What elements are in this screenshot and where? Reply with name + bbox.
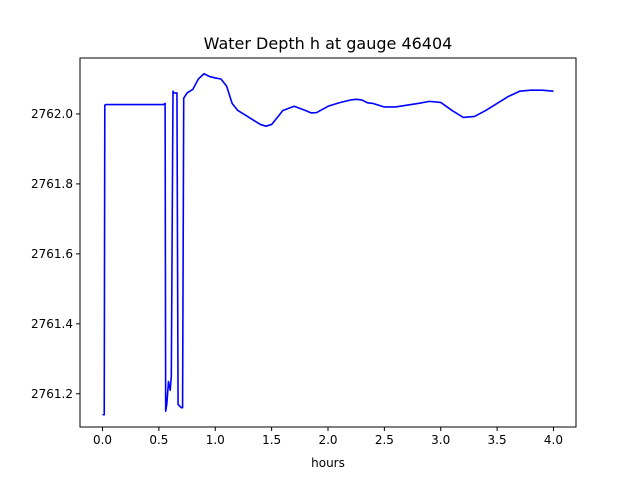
- x-tick-label: 1.5: [262, 433, 281, 447]
- x-tick-label: 3.5: [488, 433, 507, 447]
- y-tick-label: 2761.2: [31, 387, 73, 401]
- x-tick-label: 0.5: [149, 433, 168, 447]
- x-tick-label: 1.0: [206, 433, 225, 447]
- x-axis-label: hours: [311, 456, 345, 470]
- x-tick-label: 4.0: [544, 433, 563, 447]
- x-tick-label: 2.5: [375, 433, 394, 447]
- axes: 0.0 0.5 1.0 1.5 2.0 2.5 3.0 3.5 4.0 2761.2 2761.4 2…: [31, 57, 577, 447]
- x-tick-label: 2.0: [318, 433, 337, 447]
- y-tick-label: 2762.0: [31, 107, 73, 121]
- y-tick-label: 2761.6: [31, 247, 73, 261]
- series-line-0: [102, 72, 554, 416]
- x-tick-label: 3.0: [431, 433, 450, 447]
- y-tick-label: 2761.4: [31, 317, 73, 331]
- plot-area: [102, 72, 554, 416]
- chart-title: Water Depth h at gauge 46404: [204, 34, 453, 53]
- x-tick-label: 0.0: [93, 433, 112, 447]
- y-tick-label: 2761.8: [31, 177, 73, 191]
